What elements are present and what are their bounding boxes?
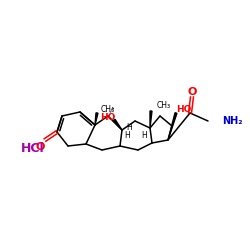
Polygon shape xyxy=(150,111,152,128)
Text: HCl: HCl xyxy=(21,142,45,154)
Text: H: H xyxy=(126,122,132,132)
Polygon shape xyxy=(95,113,98,125)
Text: HO: HO xyxy=(100,114,116,122)
Text: O: O xyxy=(35,142,45,152)
Text: CH₃: CH₃ xyxy=(157,102,171,110)
Text: O: O xyxy=(187,87,197,97)
Polygon shape xyxy=(113,119,122,130)
Text: CH₃: CH₃ xyxy=(101,106,115,114)
Text: H: H xyxy=(141,132,147,140)
Text: HO: HO xyxy=(176,104,192,114)
Text: NH₂: NH₂ xyxy=(222,116,242,126)
Polygon shape xyxy=(168,113,177,140)
Text: H: H xyxy=(124,130,130,140)
